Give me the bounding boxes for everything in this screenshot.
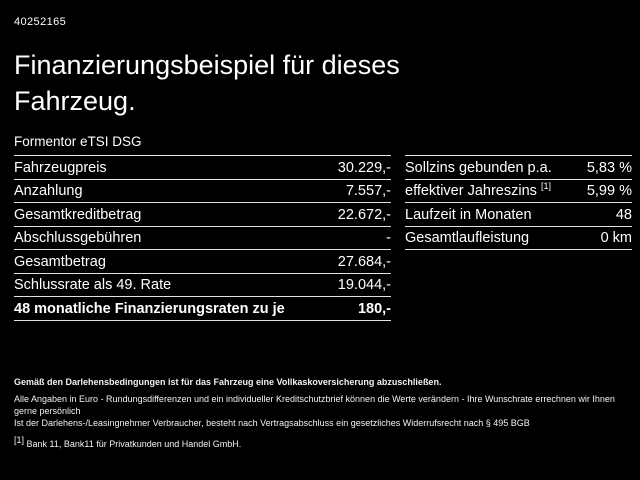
- conditions-table-head: [405, 132, 632, 157]
- table-row: Sollzins gebunden p.a. 5,83 %: [405, 156, 632, 180]
- table-row-monthly-rate: 48 monatliche Finanzierungsraten zu je 1…: [14, 297, 391, 321]
- footnote-withdrawal: Ist der Darlehens-/Leasingnehmer Verbrau…: [14, 418, 530, 429]
- row-value: 48: [615, 206, 632, 223]
- footnote-disclaimer: Alle Angaben in Euro - Rundungsdifferenz…: [14, 394, 615, 417]
- table-row: Fahrzeugpreis 30.229,-: [14, 156, 391, 180]
- row-label: Gesamtkreditbetrag: [14, 206, 142, 223]
- row-value: 5,83 %: [586, 159, 632, 176]
- row-value: 19.044,-: [337, 277, 391, 293]
- table-row: Gesamtkreditbetrag 22.672,-: [14, 203, 391, 227]
- page-title: Finanzierungsbeispiel für dieses Fahrzeu…: [14, 50, 400, 116]
- row-label: Fahrzeugpreis: [14, 159, 107, 176]
- row-value: 180,-: [357, 300, 391, 317]
- table-row: Laufzeit in Monaten 48: [405, 203, 632, 227]
- row-label: Gesamtlaufleistung: [405, 230, 530, 246]
- row-value: 5,99 %: [586, 183, 632, 199]
- row-label: Sollzins gebunden p.a.: [405, 159, 552, 176]
- row-label: 48 monatliche Finanzierungsraten zu je: [14, 300, 285, 317]
- table-row: Gesamtbetrag 27.684,-: [14, 250, 391, 274]
- doc-number: 40252165: [14, 16, 67, 28]
- row-label: Gesamtbetrag: [14, 253, 106, 270]
- row-label: Abschlussgebühren: [14, 230, 142, 246]
- tables-area: Formentor eTSI DSG Fahrzeugpreis 30.229,…: [14, 132, 632, 321]
- footnote-ref: [1]: [14, 434, 25, 445]
- finance-table: Formentor eTSI DSG Fahrzeugpreis 30.229,…: [14, 132, 391, 321]
- conditions-table: Sollzins gebunden p.a. 5,83 % effektiver…: [405, 132, 632, 321]
- row-value: 22.672,-: [337, 206, 391, 223]
- footnote-bank: [1] Bank 11, Bank11 für Privatkunden und…: [14, 434, 630, 450]
- row-value: 27.684,-: [337, 253, 391, 270]
- row-value: 0 km: [600, 230, 632, 246]
- table-row: Abschlussgebühren -: [14, 227, 391, 251]
- footnote-insurance: Gemäß den Darlehensbedingungen ist für d…: [14, 377, 442, 387]
- vehicle-model: Formentor eTSI DSG: [14, 132, 391, 157]
- row-label: Anzahlung: [14, 183, 83, 199]
- footnote-bank-text: Bank 11, Bank11 für Privatkunden und Han…: [24, 438, 242, 449]
- footnotes: Gemäß den Darlehensbedingungen ist für d…: [14, 376, 630, 450]
- vehicle-model-label: Formentor eTSI DSG: [14, 134, 142, 150]
- table-row: effektiver Jahreszins [1] 5,99 %: [405, 180, 632, 204]
- table-row: Gesamtlaufleistung 0 km: [405, 227, 632, 251]
- row-value: -: [386, 230, 391, 246]
- row-value: 30.229,-: [337, 159, 391, 176]
- row-value: 7.557,-: [345, 183, 391, 199]
- row-label: Laufzeit in Monaten: [405, 206, 532, 223]
- footnote-ref: [1]: [540, 181, 551, 192]
- row-label: Schlussrate als 49. Rate: [14, 277, 172, 293]
- table-row: Schlussrate als 49. Rate 19.044,-: [14, 274, 391, 298]
- table-row: Anzahlung 7.557,-: [14, 180, 391, 204]
- row-label: effektiver Jahreszins [1]: [405, 181, 551, 199]
- row-label-text: effektiver Jahreszins: [405, 183, 537, 199]
